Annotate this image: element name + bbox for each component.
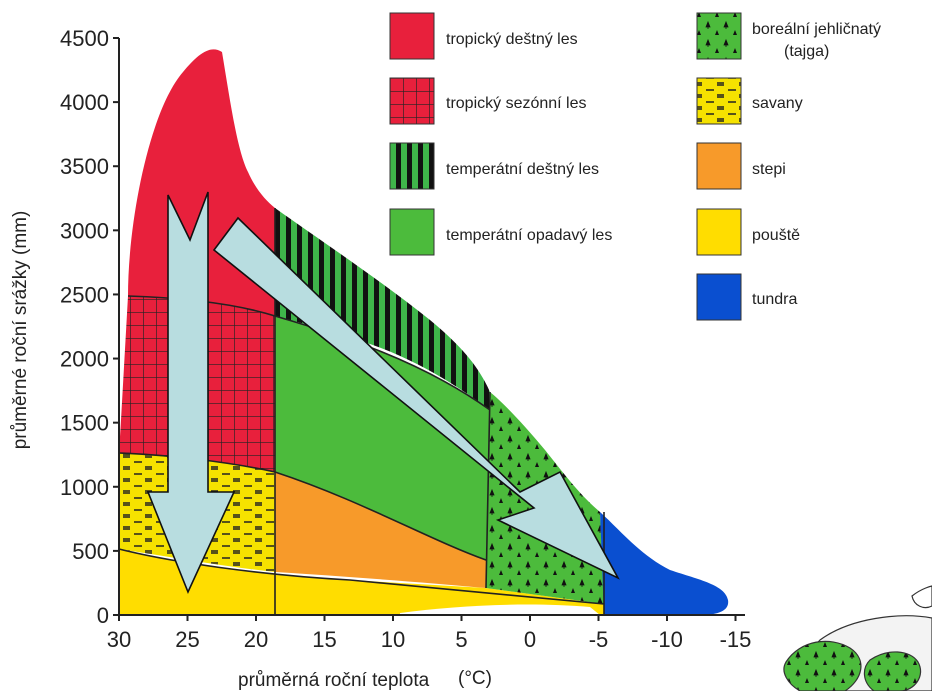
region-desert — [119, 549, 604, 615]
y-axis-label: průměrné roční srážky (mm) — [10, 211, 31, 450]
map-fragment-illustration — [783, 585, 932, 691]
x-tick-label: 20 — [244, 627, 268, 652]
y-ticks: 4500 4000 3500 3000 2500 2000 1500 1000 500 0 — [60, 26, 119, 628]
region-tundra — [600, 512, 729, 615]
region-white-strip — [400, 604, 600, 615]
legend-swatch-temperate-rainforest — [389, 142, 435, 190]
legend-label-tundra: tundra — [752, 291, 797, 308]
y-tick-label: 0 — [97, 603, 109, 628]
legend-label-desert: pouště — [752, 227, 800, 244]
x-tick-label: 0 — [524, 627, 536, 652]
legend-label-temperate-rainforest: temperátní deštný les — [446, 161, 599, 178]
y-tick-label: 2500 — [60, 282, 109, 307]
legend-swatch-savanna — [696, 77, 742, 125]
x-tick-label: 5 — [455, 627, 467, 652]
legend-swatch-tropical-seasonal-forest — [389, 77, 435, 125]
x-tick-label: -10 — [651, 627, 683, 652]
x-tick-label: 15 — [312, 627, 336, 652]
y-tick-label: 1500 — [60, 411, 109, 436]
legend-swatch-tundra — [696, 273, 742, 321]
y-tick-label: 1000 — [60, 475, 109, 500]
legend-swatch-boreal-forest — [696, 12, 742, 60]
arrows — [146, 191, 620, 595]
region-steppe — [275, 472, 486, 588]
region-temperate-deciduous-forest — [275, 316, 490, 560]
y-tick-label: 2000 — [60, 347, 109, 372]
y-tick-label: 4000 — [60, 90, 109, 115]
region-temperate-rainforest — [275, 208, 490, 410]
legend-label-tropical-seasonal-forest: tropický sezónní les — [446, 95, 587, 112]
x-tick-label: 25 — [175, 627, 199, 652]
x-ticks: 30 25 20 15 10 5 0 -5 -10 -15 — [107, 615, 752, 652]
legend-label-tropical-rainforest: tropický deštný les — [446, 31, 578, 48]
legend-label-savanna: savany — [752, 95, 803, 112]
legend-label-boreal-forest-2: (tajga) — [784, 43, 829, 60]
x-tick-label: 10 — [381, 627, 405, 652]
x-tick-label: 30 — [107, 627, 131, 652]
legend-label-boreal-forest-1: boreální jehličnatý — [752, 21, 881, 38]
legend-label-steppe: stepi — [752, 161, 786, 178]
x-axis-unit: (°C) — [458, 668, 492, 689]
x-tick-label: -15 — [720, 627, 752, 652]
legend-swatch-temperate-deciduous-forest — [389, 208, 435, 256]
legend-label-temperate-deciduous-forest: temperátní opadavý les — [446, 227, 612, 244]
biome-regions — [118, 49, 729, 615]
x-tick-label: -5 — [589, 627, 609, 652]
legend-swatch-steppe — [696, 142, 742, 190]
y-tick-label: 3000 — [60, 218, 109, 243]
axes: 4500 4000 3500 3000 2500 2000 1500 1000 500 0 30 2… — [60, 26, 751, 652]
y-tick-label: 4500 — [60, 26, 109, 51]
legend: tropický deštný les tropický sezónní les… — [389, 12, 881, 321]
legend-swatch-tropical-rainforest — [389, 12, 435, 60]
legend-swatch-desert — [696, 208, 742, 256]
arrow-vertical — [146, 191, 236, 595]
arrow-diagonal — [212, 216, 620, 580]
y-tick-label: 500 — [72, 539, 109, 564]
x-axis-label: průměrná roční teplota — [238, 670, 430, 691]
y-tick-label: 3500 — [60, 154, 109, 179]
